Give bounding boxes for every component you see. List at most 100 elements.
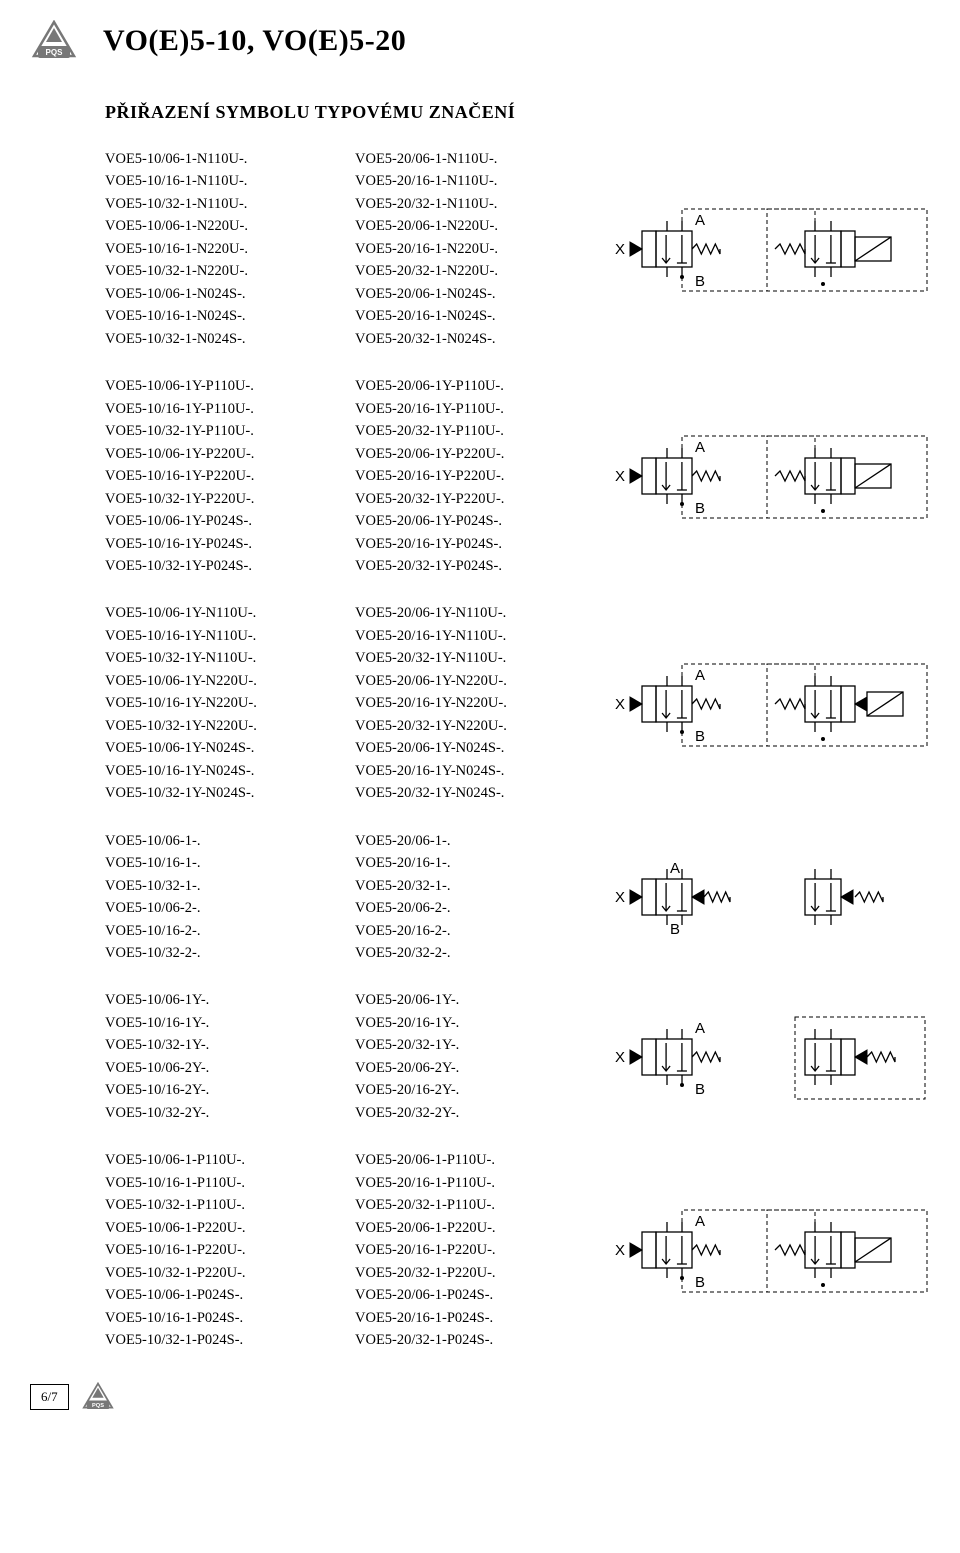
code-label: VOE5-20/32-1-P220U-. (355, 1262, 565, 1284)
code-label: VOE5-20/32-1Y-. (355, 1034, 565, 1056)
code-label: VOE5-20/32-1Y-P220U-. (355, 488, 565, 510)
code-label: VOE5-20/32-1-. (355, 875, 565, 897)
col1: VOE5-10/06-1Y-.VOE5-10/16-1Y-.VOE5-10/32… (105, 989, 315, 1124)
code-label: VOE5-10/16-2Y-. (105, 1079, 315, 1101)
code-label: VOE5-10/32-1Y-N024S-. (105, 782, 315, 804)
svg-text:B: B (695, 273, 705, 290)
svg-text:X: X (615, 696, 625, 713)
code-label: VOE5-20/32-2-. (355, 942, 565, 964)
code-label: VOE5-20/16-1-. (355, 852, 565, 874)
schematic-symbol: X A B (605, 148, 945, 350)
code-label: VOE5-10/06-1-P110U-. (105, 1149, 315, 1171)
code-label: VOE5-20/16-2Y-. (355, 1079, 565, 1101)
code-label: VOE5-20/32-1Y-N220U-. (355, 715, 565, 737)
code-label: VOE5-20/06-1-P110U-. (355, 1149, 565, 1171)
svg-text:A: A (695, 1020, 705, 1037)
code-label: VOE5-10/06-1Y-N220U-. (105, 670, 315, 692)
code-label: VOE5-10/06-1-N024S-. (105, 283, 315, 305)
code-label: VOE5-10/16-1Y-P110U-. (105, 398, 315, 420)
code-label: VOE5-10/06-1-P024S-. (105, 1284, 315, 1306)
code-label: VOE5-10/32-1Y-N110U-. (105, 647, 315, 669)
code-label: VOE5-20/06-1Y-P024S-. (355, 510, 565, 532)
code-label: VOE5-20/32-1-N220U-. (355, 260, 565, 282)
code-label: VOE5-20/32-1Y-N024S-. (355, 782, 565, 804)
section-3: VOE5-10/06-1-.VOE5-10/16-1-.VOE5-10/32-1… (30, 830, 920, 965)
header: PQS VO(E)5-10, VO(E)5-20 (30, 20, 920, 62)
col2: VOE5-20/06-1-P110U-.VOE5-20/16-1-P110U-.… (355, 1149, 565, 1351)
code-label: VOE5-10/32-1Y-. (105, 1034, 315, 1056)
svg-text:X: X (615, 1242, 625, 1259)
code-label: VOE5-20/16-1-P110U-. (355, 1172, 565, 1194)
code-label: VOE5-20/16-1Y-N220U-. (355, 692, 565, 714)
section-1: VOE5-10/06-1Y-P110U-.VOE5-10/16-1Y-P110U… (30, 375, 920, 577)
section-2: VOE5-10/06-1Y-N110U-.VOE5-10/16-1Y-N110U… (30, 602, 920, 804)
svg-text:A: A (695, 212, 705, 229)
code-label: VOE5-20/06-1Y-N220U-. (355, 670, 565, 692)
pqs-logo: PQS (30, 20, 78, 62)
code-label: VOE5-10/32-1Y-P110U-. (105, 420, 315, 442)
svg-text:A: A (695, 439, 705, 456)
page-title: VO(E)5-10, VO(E)5-20 (103, 20, 406, 58)
svg-text:A: A (695, 1213, 705, 1230)
code-label: VOE5-10/32-1Y-P024S-. (105, 555, 315, 577)
code-label: VOE5-10/16-1Y-. (105, 1012, 315, 1034)
svg-text:A: A (670, 860, 680, 877)
code-label: VOE5-10/16-1-P220U-. (105, 1239, 315, 1261)
code-label: VOE5-20/32-1-N024S-. (355, 328, 565, 350)
col2: VOE5-20/06-1Y-N110U-.VOE5-20/16-1Y-N110U… (355, 602, 565, 804)
svg-text:X: X (615, 1049, 625, 1066)
code-label: VOE5-10/06-2-. (105, 897, 315, 919)
svg-text:B: B (695, 1081, 705, 1098)
code-label: VOE5-10/06-1-P220U-. (105, 1217, 315, 1239)
code-label: VOE5-20/06-1-P220U-. (355, 1217, 565, 1239)
code-label: VOE5-20/16-1-P220U-. (355, 1239, 565, 1261)
code-label: VOE5-10/06-1Y-P024S-. (105, 510, 315, 532)
code-label: VOE5-20/16-1Y-N110U-. (355, 625, 565, 647)
svg-text:X: X (615, 468, 625, 485)
col1: VOE5-10/06-1Y-N110U-.VOE5-10/16-1Y-N110U… (105, 602, 315, 804)
col1: VOE5-10/06-1-N110U-.VOE5-10/16-1-N110U-.… (105, 148, 315, 350)
code-label: VOE5-20/06-1-. (355, 830, 565, 852)
svg-text:X: X (615, 241, 625, 258)
code-label: VOE5-10/16-1-N110U-. (105, 170, 315, 192)
code-label: VOE5-10/16-2-. (105, 920, 315, 942)
code-label: VOE5-20/32-1-N110U-. (355, 193, 565, 215)
code-label: VOE5-10/16-1Y-N110U-. (105, 625, 315, 647)
code-label: VOE5-20/16-1Y-N024S-. (355, 760, 565, 782)
section-0: VOE5-10/06-1-N110U-.VOE5-10/16-1-N110U-.… (30, 148, 920, 350)
code-label: VOE5-20/06-2Y-. (355, 1057, 565, 1079)
col2: VOE5-20/06-1Y-P110U-.VOE5-20/16-1Y-P110U… (355, 375, 565, 577)
schematic-symbol: X A B (605, 1149, 945, 1351)
code-label: VOE5-10/32-1Y-N220U-. (105, 715, 315, 737)
col2: VOE5-20/06-1-.VOE5-20/16-1-.VOE5-20/32-1… (355, 830, 565, 965)
svg-text:A: A (695, 667, 705, 684)
code-label: VOE5-20/16-2-. (355, 920, 565, 942)
code-label: VOE5-10/16-1-N024S-. (105, 305, 315, 327)
schematic-symbol: X A B (605, 602, 945, 804)
code-label: VOE5-10/16-1Y-N220U-. (105, 692, 315, 714)
code-label: VOE5-10/06-1Y-P220U-. (105, 443, 315, 465)
code-label: VOE5-20/16-1-N024S-. (355, 305, 565, 327)
code-label: VOE5-10/16-1-. (105, 852, 315, 874)
code-label: VOE5-10/32-2Y-. (105, 1102, 315, 1124)
code-label: VOE5-20/16-1Y-P024S-. (355, 533, 565, 555)
col1: VOE5-10/06-1-.VOE5-10/16-1-.VOE5-10/32-1… (105, 830, 315, 965)
code-label: VOE5-20/32-1-P024S-. (355, 1329, 565, 1351)
code-label: VOE5-10/06-2Y-. (105, 1057, 315, 1079)
svg-text:B: B (695, 1274, 705, 1291)
code-label: VOE5-20/16-1-P024S-. (355, 1307, 565, 1329)
col2: VOE5-20/06-1Y-.VOE5-20/16-1Y-.VOE5-20/32… (355, 989, 565, 1124)
code-label: VOE5-20/16-1-N110U-. (355, 170, 565, 192)
code-label: VOE5-10/16-1Y-P220U-. (105, 465, 315, 487)
code-label: VOE5-10/06-1Y-N024S-. (105, 737, 315, 759)
code-label: VOE5-10/32-1-N024S-. (105, 328, 315, 350)
code-label: VOE5-20/06-1-N220U-. (355, 215, 565, 237)
code-label: VOE5-20/32-1-P110U-. (355, 1194, 565, 1216)
code-label: VOE5-10/32-1-N220U-. (105, 260, 315, 282)
code-label: VOE5-10/32-2-. (105, 942, 315, 964)
section-4: VOE5-10/06-1Y-.VOE5-10/16-1Y-.VOE5-10/32… (30, 989, 920, 1124)
code-label: VOE5-20/06-1-P024S-. (355, 1284, 565, 1306)
svg-text:PQS: PQS (92, 1402, 104, 1408)
code-label: VOE5-10/16-1Y-N024S-. (105, 760, 315, 782)
section-5: VOE5-10/06-1-P110U-.VOE5-10/16-1-P110U-.… (30, 1149, 920, 1351)
